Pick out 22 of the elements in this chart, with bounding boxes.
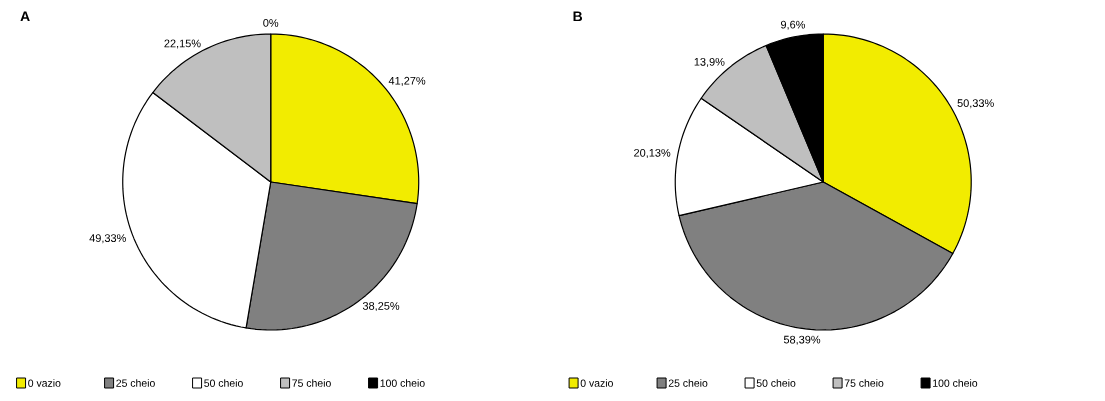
legend-label: 100 cheio bbox=[380, 379, 425, 387]
data-label: 22,15% bbox=[164, 39, 201, 49]
data-label: 13,9% bbox=[694, 57, 725, 68]
legend-label: 0 vazio bbox=[28, 379, 61, 387]
legend-label: 50 cheio bbox=[204, 379, 243, 387]
data-label: 38,25% bbox=[362, 302, 400, 312]
data-label: 9,6% bbox=[780, 20, 806, 30]
legend-label: 0 vazio bbox=[580, 379, 613, 387]
data-label: 49,33% bbox=[89, 234, 126, 244]
text: 0% bbox=[263, 19, 279, 27]
legend-label: 75 cheio bbox=[292, 379, 331, 387]
data-label: 50,33% bbox=[957, 99, 994, 109]
data-label: 20,13% bbox=[634, 148, 671, 158]
legend-label: 50 cheio bbox=[756, 379, 796, 387]
legend-label: 25 cheio bbox=[116, 379, 155, 387]
chart-title: B bbox=[573, 11, 583, 22]
legend-label: 100 cheio bbox=[933, 379, 978, 387]
chart-title: A bbox=[20, 11, 30, 22]
legend-label: 75 cheio bbox=[844, 379, 884, 387]
data-label: 58,39% bbox=[783, 335, 821, 345]
legend-label: 25 cheio bbox=[668, 379, 708, 387]
data-label: 41,27% bbox=[388, 76, 426, 86]
